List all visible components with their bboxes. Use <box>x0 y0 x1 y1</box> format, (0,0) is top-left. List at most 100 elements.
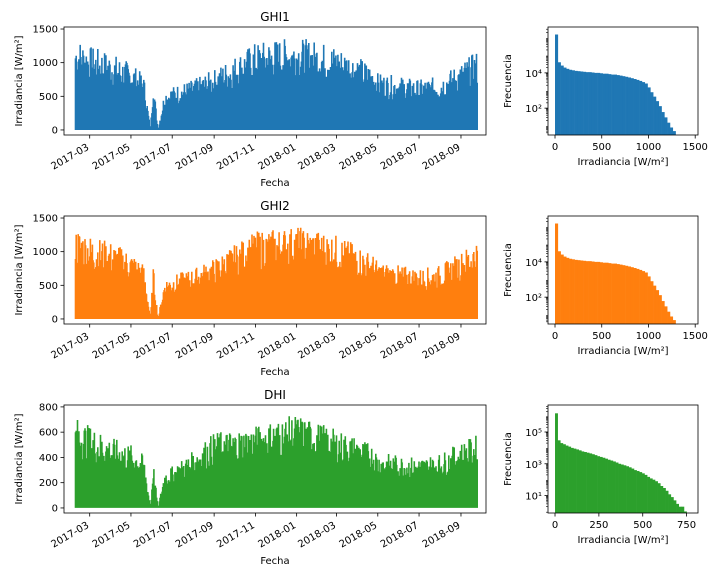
histogram-bar <box>571 259 575 324</box>
histogram-bar <box>581 451 585 513</box>
histogram-bars <box>555 34 676 136</box>
hist-x-tick-label: 500 <box>592 142 611 153</box>
plot-frame <box>63 404 487 514</box>
histogram-bar <box>653 96 657 135</box>
histogram-bar <box>633 268 637 324</box>
histogram-bar <box>665 490 669 513</box>
x-tick-label: 2018-09 <box>421 142 463 172</box>
histogram-bar <box>647 87 651 135</box>
histogram-bar <box>664 117 668 135</box>
histogram-bar <box>672 131 676 135</box>
histogram-bar <box>569 69 573 135</box>
x-tick-label: 2018-05 <box>338 331 380 361</box>
histogram-bar <box>649 478 653 513</box>
histogram-bar <box>605 262 609 324</box>
y-tick-label: 0 <box>52 314 58 325</box>
hist-x-tick-label: 0 <box>552 520 558 531</box>
histogram-bar <box>667 122 671 135</box>
histogram-bar <box>565 445 569 513</box>
histogram-bar <box>681 506 685 513</box>
plot-frame <box>63 215 487 325</box>
histogram-bar <box>608 74 612 135</box>
hist-x-tick-label: 1500 <box>682 331 707 342</box>
hist-y-tick-label: 10⁴ <box>525 69 542 80</box>
histogram-frame <box>547 215 699 325</box>
histogram-bar <box>560 254 564 324</box>
histogram-bar <box>620 464 624 513</box>
histogram-bar <box>644 272 648 324</box>
histogram-bar <box>557 440 561 513</box>
histogram-bar <box>591 261 595 324</box>
histogram-bar <box>660 486 664 513</box>
series-line <box>74 39 478 130</box>
x-tick-label: 2017-09 <box>174 331 216 361</box>
histogram-bar <box>611 74 615 135</box>
histogram-bar <box>658 295 662 324</box>
histogram-bar <box>647 276 651 324</box>
histogram-bar <box>613 74 617 135</box>
y-tick-label: 600 <box>39 428 58 439</box>
histogram-bar <box>602 73 606 135</box>
histogram-bar <box>626 466 629 513</box>
hist-y-axis-label: Frecuencia <box>503 54 514 108</box>
histogram-bar <box>655 481 658 513</box>
histogram-bar <box>636 268 640 324</box>
chart-title: DHI <box>264 388 286 402</box>
hist-y-tick-label: 10² <box>525 104 542 115</box>
y-tick-label: 500 <box>39 92 58 103</box>
histogram-bar <box>664 306 668 324</box>
histogram-bar <box>569 258 573 324</box>
histogram-bar <box>599 456 603 513</box>
histogram-bar <box>657 483 661 513</box>
y-tick-label: 0 <box>52 503 58 514</box>
histogram-bar <box>655 290 660 324</box>
histogram-bar <box>588 72 592 135</box>
y-axis-label: Irradiancia [W/m²] <box>14 413 25 504</box>
histogram-bar <box>576 449 579 513</box>
x-tick-label: 2018-01 <box>256 142 298 172</box>
x-tick-label: 2017-11 <box>215 331 257 361</box>
histogram-bar <box>673 500 677 513</box>
y-tick-label: 1000 <box>33 58 58 69</box>
histogram-bar <box>650 92 654 135</box>
histogram-bar <box>669 316 674 324</box>
histogram-bars <box>555 223 676 324</box>
histogram-frame <box>547 26 699 136</box>
hist-x-tick-label: 1000 <box>636 142 661 153</box>
histogram-bar <box>610 460 614 513</box>
hist-y-tick-label: 10³ <box>525 460 542 471</box>
histogram-bar <box>655 101 660 135</box>
x-tick-label: 2018-09 <box>421 520 463 550</box>
hist-y-axis-label: Frecuencia <box>503 243 514 297</box>
histogram-bar <box>599 262 603 324</box>
series-line <box>74 227 478 319</box>
histogram-bar <box>560 65 564 135</box>
x-tick-label: 2017-07 <box>132 142 174 172</box>
hist-x-tick-label: 0 <box>552 142 558 153</box>
histogram-bar <box>568 446 572 513</box>
histogram-bar <box>611 263 615 324</box>
histogram-bar <box>555 223 559 324</box>
x-tick-label: 2017-03 <box>50 142 92 172</box>
histogram-bar <box>566 257 570 324</box>
histogram-bar <box>639 80 643 135</box>
hist-y-axis-label: Frecuencia <box>503 432 514 486</box>
histogram-bar <box>615 462 619 513</box>
x-tick-label: 2017-11 <box>215 142 257 172</box>
y-tick-label: 800 <box>39 402 58 413</box>
x-tick-label: 2018-03 <box>296 142 338 172</box>
hist-x-tick-label: 250 <box>589 520 608 531</box>
histogram-bar <box>678 506 682 513</box>
hist-x-tick-label: 500 <box>633 520 652 531</box>
histogram-bar <box>577 71 581 135</box>
x-tick-label: 2017-07 <box>132 520 174 550</box>
histogram-bar <box>557 251 561 324</box>
histogram-bar <box>585 72 589 135</box>
x-tick-label: 2018-07 <box>379 331 421 361</box>
hist-x-tick-label: 1500 <box>682 142 707 153</box>
histogram-bar <box>625 265 629 324</box>
histogram-bar <box>633 79 637 135</box>
histogram-bar <box>557 62 561 135</box>
